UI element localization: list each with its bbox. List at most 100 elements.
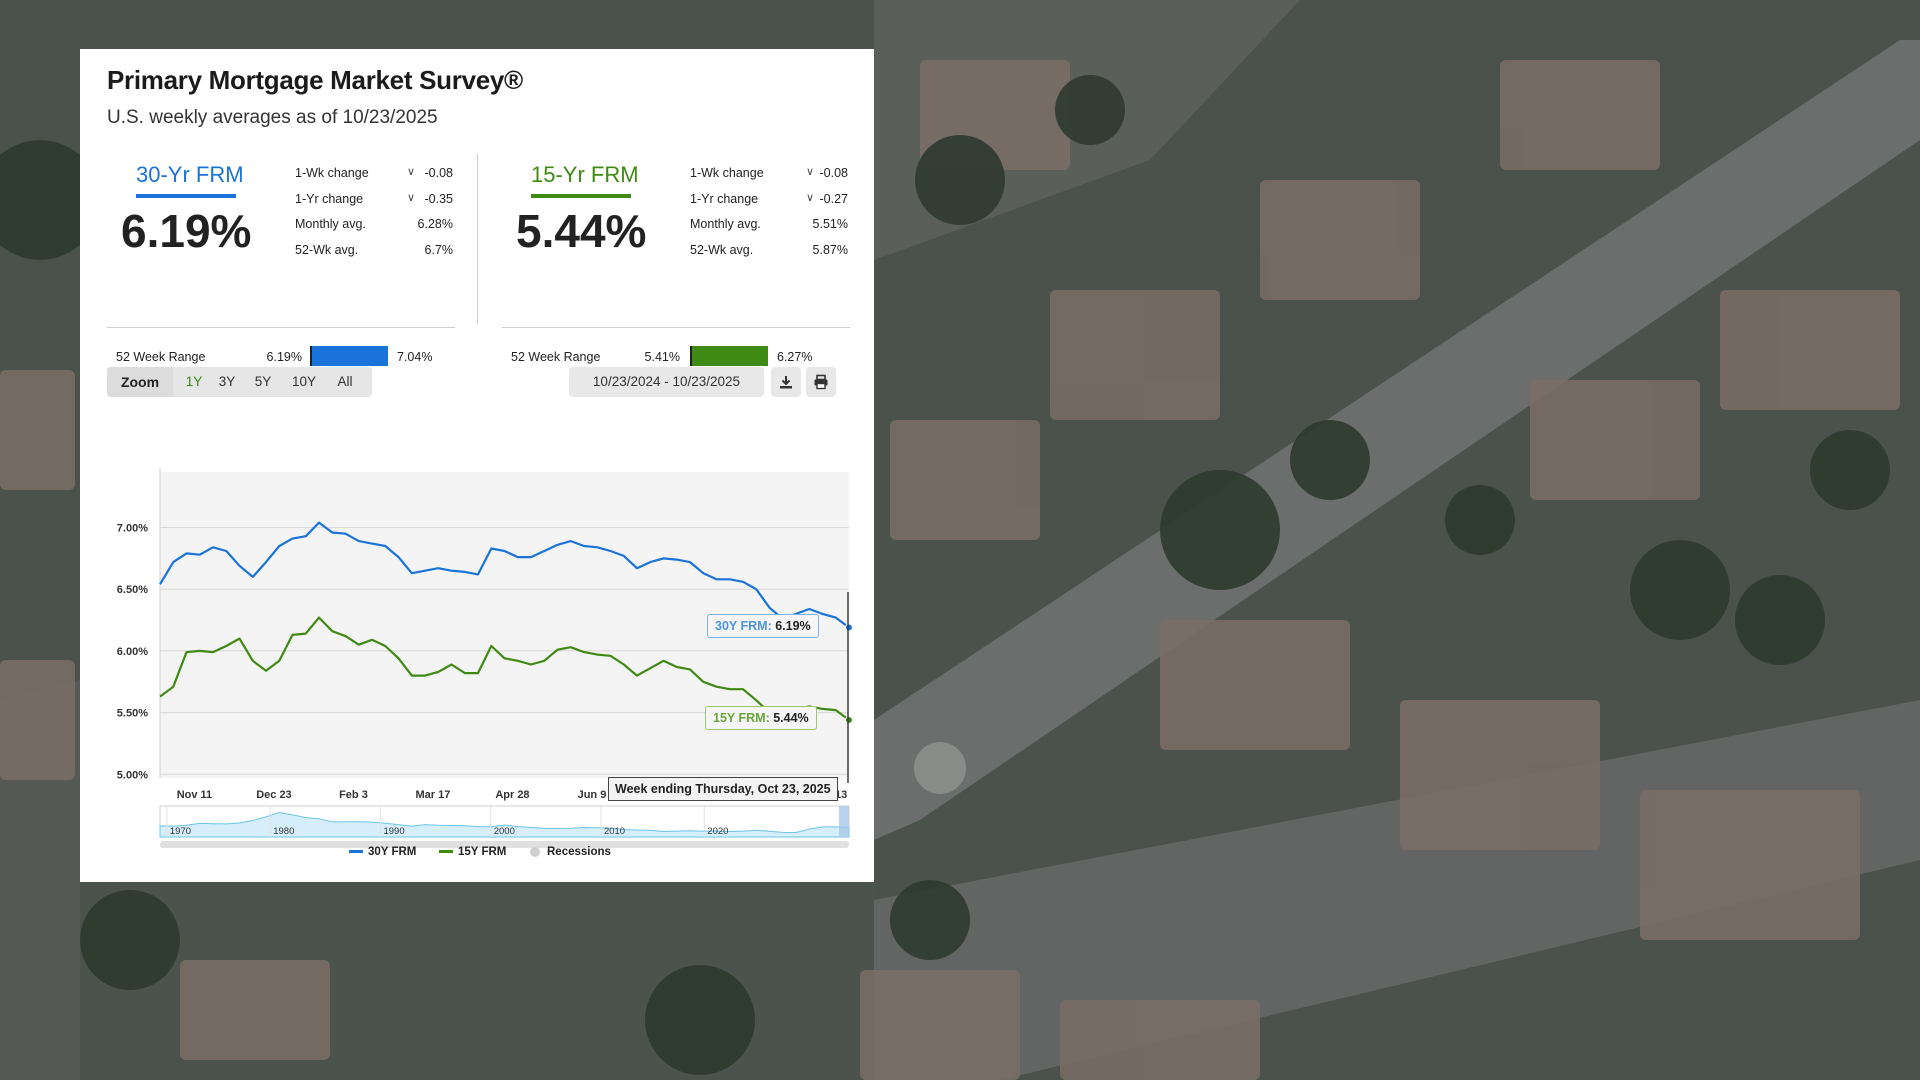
x-tick-label: Feb 3	[339, 789, 368, 801]
stat-value: 6.28%	[417, 217, 453, 231]
chevron-down-icon: ∨	[406, 191, 415, 204]
stat-row: 52-Wk avg. 5.87%	[690, 243, 850, 269]
y-tick-label: 6.50%	[117, 584, 148, 596]
navigator-tick-label: 2020	[707, 826, 728, 837]
range-label: 52 Week Range	[116, 350, 206, 364]
stat-label: 1-Wk change	[295, 166, 369, 180]
end-marker-30y	[845, 623, 853, 632]
range-divider	[107, 327, 455, 328]
frm15-rate: 5.44%	[516, 205, 647, 257]
chart-container: 5.00% 5.50% 6.00% 6.50% 7.00% Nov 11 Dec 23 Feb…	[80, 409, 874, 849]
print-icon	[814, 374, 828, 390]
chevron-down-icon: ∨	[805, 166, 814, 178]
navigator-tick-label: 1990	[383, 826, 404, 837]
range-low: 5.41%	[644, 350, 680, 364]
stat-label: 1-Yr change	[690, 191, 759, 206]
stat-value: -0.35	[424, 191, 454, 206]
frm30-underline	[136, 194, 236, 198]
legend-item-15y[interactable]: 15Y FRM	[439, 846, 506, 858]
y-tick-label: 7.00%	[117, 523, 148, 535]
series-line-30y	[159, 521, 850, 629]
x-tick-label: Dec 23	[256, 789, 291, 801]
zoom-all-button[interactable]: All	[337, 374, 353, 389]
survey-subtitle: U.S. weekly averages as of 10/23/2025	[107, 107, 438, 128]
stat-row: 1-Yr change ∨ -0.27	[690, 192, 850, 218]
series-line-15y	[159, 616, 850, 721]
stat-row: 52-Wk avg. 6.7%	[295, 243, 455, 269]
frm30-rate: 6.19%	[121, 205, 252, 257]
chevron-down-icon: ∨	[805, 191, 814, 204]
legend-item-recessions[interactable]: Recessions	[530, 846, 611, 858]
end-marker-15y	[845, 716, 853, 725]
frm15-tooltip: 15Y FRM: 5.44%	[705, 706, 817, 730]
stat-label: Monthly avg.	[690, 217, 761, 231]
panel-divider	[477, 154, 478, 324]
tooltip-value: 6.19%	[775, 619, 811, 633]
range-label: 52 Week Range	[511, 350, 601, 364]
stat-label: 52-Wk avg.	[690, 242, 754, 257]
x-tick-label: Nov 11	[177, 789, 212, 801]
tooltip-series-name: 30Y FRM:	[715, 619, 772, 633]
stat-value: 6.7%	[424, 242, 454, 257]
stat-value: -0.08	[819, 166, 849, 180]
y-tick-label: 6.00%	[117, 646, 148, 658]
stat-value: -0.27	[819, 191, 849, 206]
y-tick-label: 5.00%	[117, 769, 148, 781]
legend-swatch	[530, 846, 540, 857]
range-low: 6.19%	[266, 350, 302, 364]
zoom-3y-button[interactable]: 3Y	[218, 374, 236, 389]
legend-swatch	[349, 850, 363, 854]
legend-label: Recessions	[547, 846, 611, 858]
frm30-stats: 1-Wk change ∨ -0.08 1-Yr change ∨ -0.35 …	[295, 166, 455, 268]
y-tick-label: 5.50%	[117, 708, 148, 720]
legend-swatch	[439, 850, 453, 854]
navigator-selection	[839, 806, 849, 837]
chart-legend: 30Y FRM 15Y FRM Recessions	[80, 846, 874, 866]
stat-label: Monthly avg.	[295, 217, 366, 231]
stat-row: 1-Wk change ∨ -0.08	[295, 166, 455, 192]
range-bar	[690, 346, 768, 366]
mortgage-survey-card: Primary Mortgage Market Survey® U.S. wee…	[80, 49, 874, 882]
navigator-tick-label: 1980	[273, 826, 294, 837]
range-high: 6.27%	[777, 350, 813, 364]
range-divider	[502, 327, 850, 328]
print-button[interactable]	[806, 367, 836, 397]
frm15-summary-panel: 15-Yr FRM 5.44% 1-Wk change ∨ -0.08 1-Yr…	[502, 154, 850, 366]
legend-item-30y[interactable]: 30Y FRM	[349, 846, 416, 858]
tooltip-series-name: 15Y FRM:	[713, 711, 770, 725]
frm15-product-name[interactable]: 15-Yr FRM	[531, 162, 639, 187]
tooltip-value: 5.44%	[773, 711, 809, 725]
frm15-underline	[531, 194, 631, 198]
x-tick-label: Mar 17	[416, 789, 451, 801]
chevron-down-icon: ∨	[406, 166, 415, 178]
stat-row: 1-Wk change ∨ -0.08	[690, 166, 850, 192]
x-tick-label: Jun 9	[578, 789, 607, 801]
frm30-product-name[interactable]: 30-Yr FRM	[136, 162, 244, 187]
zoom-label: Zoom	[107, 367, 173, 397]
date-range-display[interactable]: 10/23/2024 - 10/23/2025	[569, 367, 764, 397]
survey-title: Primary Mortgage Market Survey®	[107, 65, 523, 95]
stat-row: 1-Yr change ∨ -0.35	[295, 192, 455, 218]
legend-label: 15Y FRM	[458, 846, 507, 858]
stat-row: Monthly avg. 5.51%	[690, 217, 850, 243]
download-icon	[780, 376, 792, 389]
zoom-5y-button[interactable]: 5Y	[254, 374, 272, 389]
frm15-stats: 1-Wk change ∨ -0.08 1-Yr change ∨ -0.27 …	[690, 166, 850, 268]
navigator-tick-label: 1970	[170, 826, 191, 837]
navigator-tick-label: 2000	[494, 826, 515, 837]
stat-value: -0.08	[424, 166, 454, 180]
navigator-series	[159, 811, 850, 838]
stat-label: 1-Yr change	[295, 191, 364, 206]
stat-value: 5.87%	[812, 242, 848, 257]
range-bar	[310, 346, 388, 366]
x-tick-label: Apr 28	[495, 789, 529, 801]
legend-label: 30Y FRM	[368, 846, 417, 858]
zoom-10y-button[interactable]: 10Y	[291, 374, 317, 389]
navigator-scrollbar	[160, 841, 849, 848]
download-button[interactable]	[771, 367, 801, 397]
stat-value: 5.51%	[812, 217, 848, 231]
range-high: 7.04%	[397, 350, 433, 364]
zoom-1y-button[interactable]: 1Y	[185, 374, 203, 389]
